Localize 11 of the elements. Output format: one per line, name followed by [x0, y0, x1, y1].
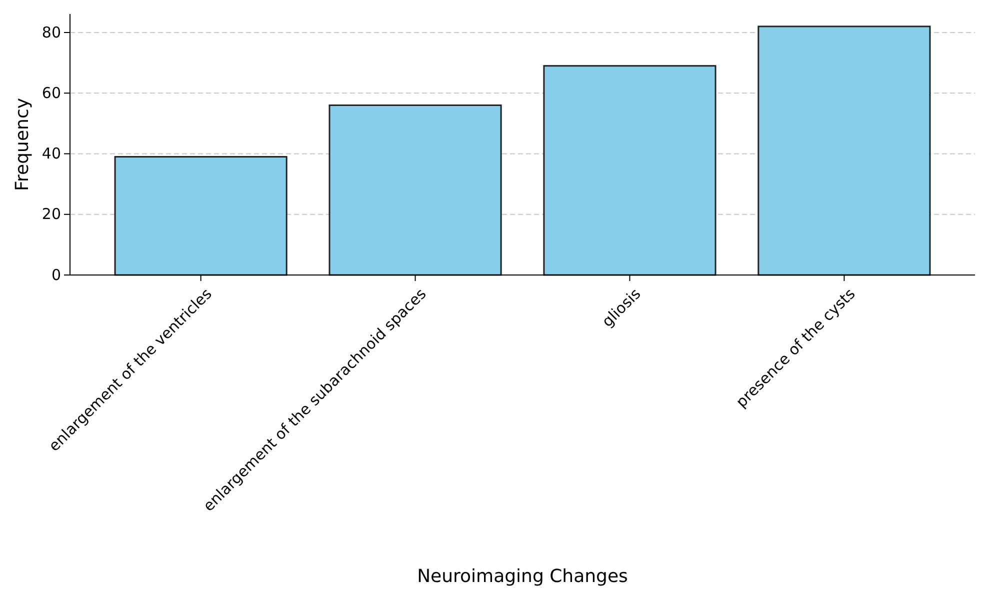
y-tick-label: 60	[42, 84, 61, 102]
bar	[758, 26, 931, 276]
y-tick-label: 40	[42, 144, 61, 163]
y-tick-label: 80	[42, 23, 61, 42]
bar	[114, 156, 288, 276]
x-axis-title: Neuroimaging Changes	[417, 566, 628, 587]
y-tick-label: 20	[42, 205, 61, 224]
y-tick-label: 0	[51, 266, 61, 284]
bar	[543, 65, 716, 276]
bar	[328, 104, 502, 276]
y-axis-title: Frequency	[12, 98, 33, 191]
